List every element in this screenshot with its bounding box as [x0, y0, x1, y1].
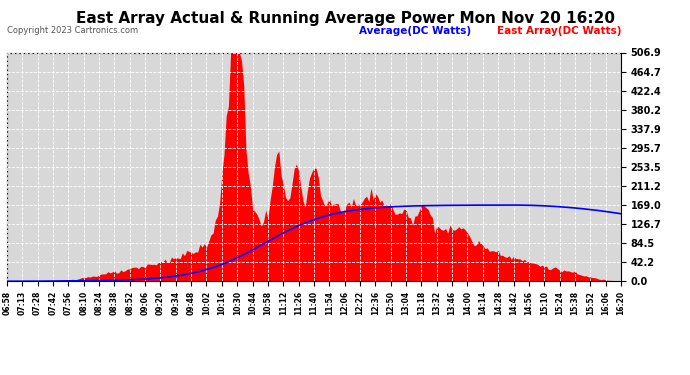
Text: Average(DC Watts): Average(DC Watts): [359, 26, 471, 36]
Text: Copyright 2023 Cartronics.com: Copyright 2023 Cartronics.com: [7, 26, 138, 35]
Text: East Array Actual & Running Average Power Mon Nov 20 16:20: East Array Actual & Running Average Powe…: [75, 11, 615, 26]
Text: East Array(DC Watts): East Array(DC Watts): [497, 26, 621, 36]
